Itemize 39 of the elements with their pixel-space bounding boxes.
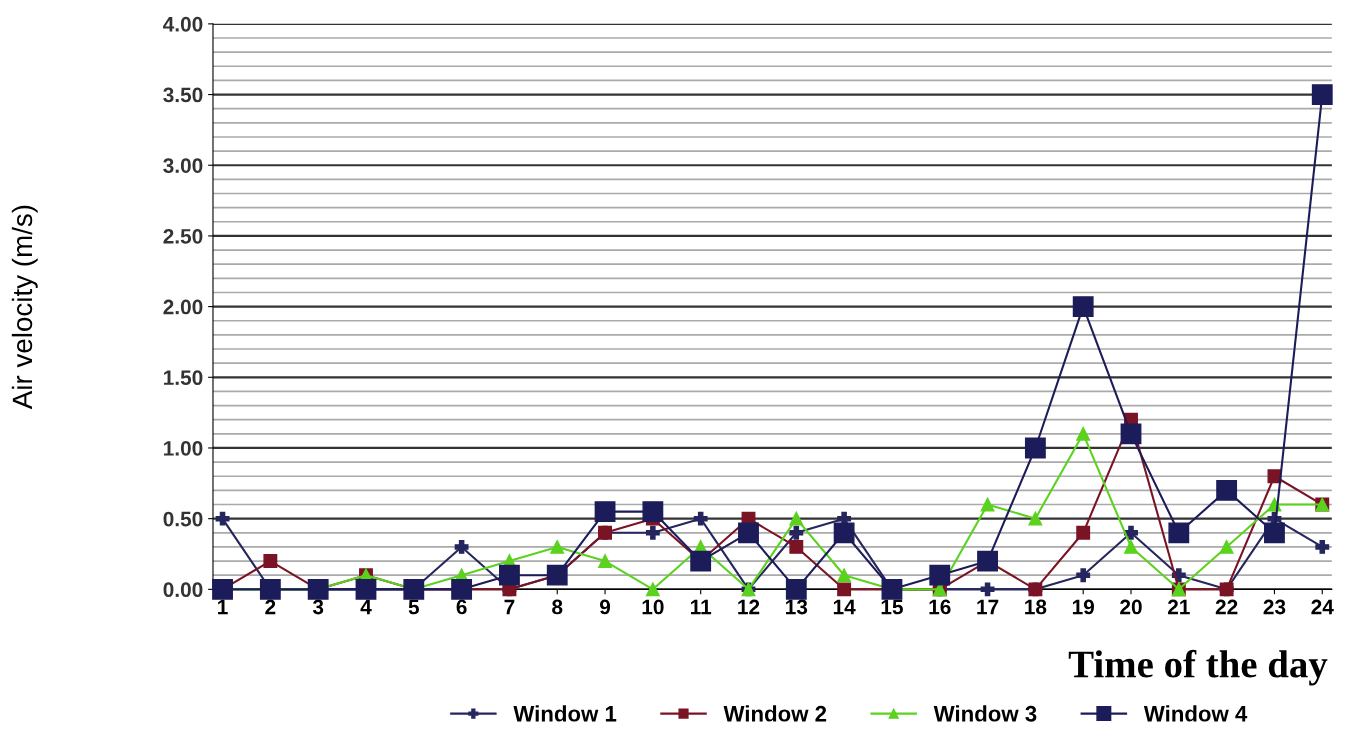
x-tick-label: 6 xyxy=(456,599,467,615)
x-tick-label: 4 xyxy=(360,599,372,615)
x-tick-label: 21 xyxy=(1167,599,1190,615)
y-tick-label: 3.50 xyxy=(163,87,203,103)
x-tick-label: 19 xyxy=(1072,599,1095,615)
legend-label: Window 1 xyxy=(513,705,617,722)
x-tick-label: 15 xyxy=(881,599,903,615)
legend-label: Window 4 xyxy=(1143,705,1248,722)
x-tick-label: 20 xyxy=(1120,599,1142,615)
y-tick-label: 3.00 xyxy=(163,158,203,174)
x-tick-label: 8 xyxy=(552,599,563,615)
x-tick-label: 24 xyxy=(1311,599,1334,615)
y-axis-title: Air velocity (m/s) xyxy=(11,205,38,410)
x-tick-label: 3 xyxy=(312,599,324,615)
x-tick-label: 7 xyxy=(504,599,515,615)
legend-label: Window 2 xyxy=(723,705,827,722)
x-tick-label: 14 xyxy=(833,599,856,615)
y-tick-label: 1.00 xyxy=(164,440,203,456)
y-tick-label: 2.00 xyxy=(163,299,203,315)
legend-label: Window 3 xyxy=(933,705,1037,722)
y-tick-label: 0.00 xyxy=(163,582,203,598)
x-tick-label: 17 xyxy=(977,599,999,615)
x-tick-label: 13 xyxy=(786,599,808,615)
x-tick-label: 12 xyxy=(738,599,760,615)
x-tick-label: 23 xyxy=(1263,599,1286,615)
x-tick-label: 16 xyxy=(929,599,951,615)
y-tick-label: 2.50 xyxy=(163,228,203,244)
x-tick-label: 2 xyxy=(265,599,276,615)
x-tick-label: 10 xyxy=(642,599,664,615)
x-tick-label: 22 xyxy=(1215,599,1238,615)
x-tick-label: 9 xyxy=(599,599,611,615)
x-tick-label: 11 xyxy=(690,599,712,615)
y-tick-label: 0.50 xyxy=(163,511,203,527)
y-tick-label: 1.50 xyxy=(164,370,203,386)
x-tick-label: 5 xyxy=(408,599,420,615)
x-tick-label: 1 xyxy=(218,599,228,615)
x-axis-title: Time of the day xyxy=(1068,649,1328,686)
y-tick-label: 4.00 xyxy=(163,16,203,32)
x-tick-label: 18 xyxy=(1025,599,1047,615)
